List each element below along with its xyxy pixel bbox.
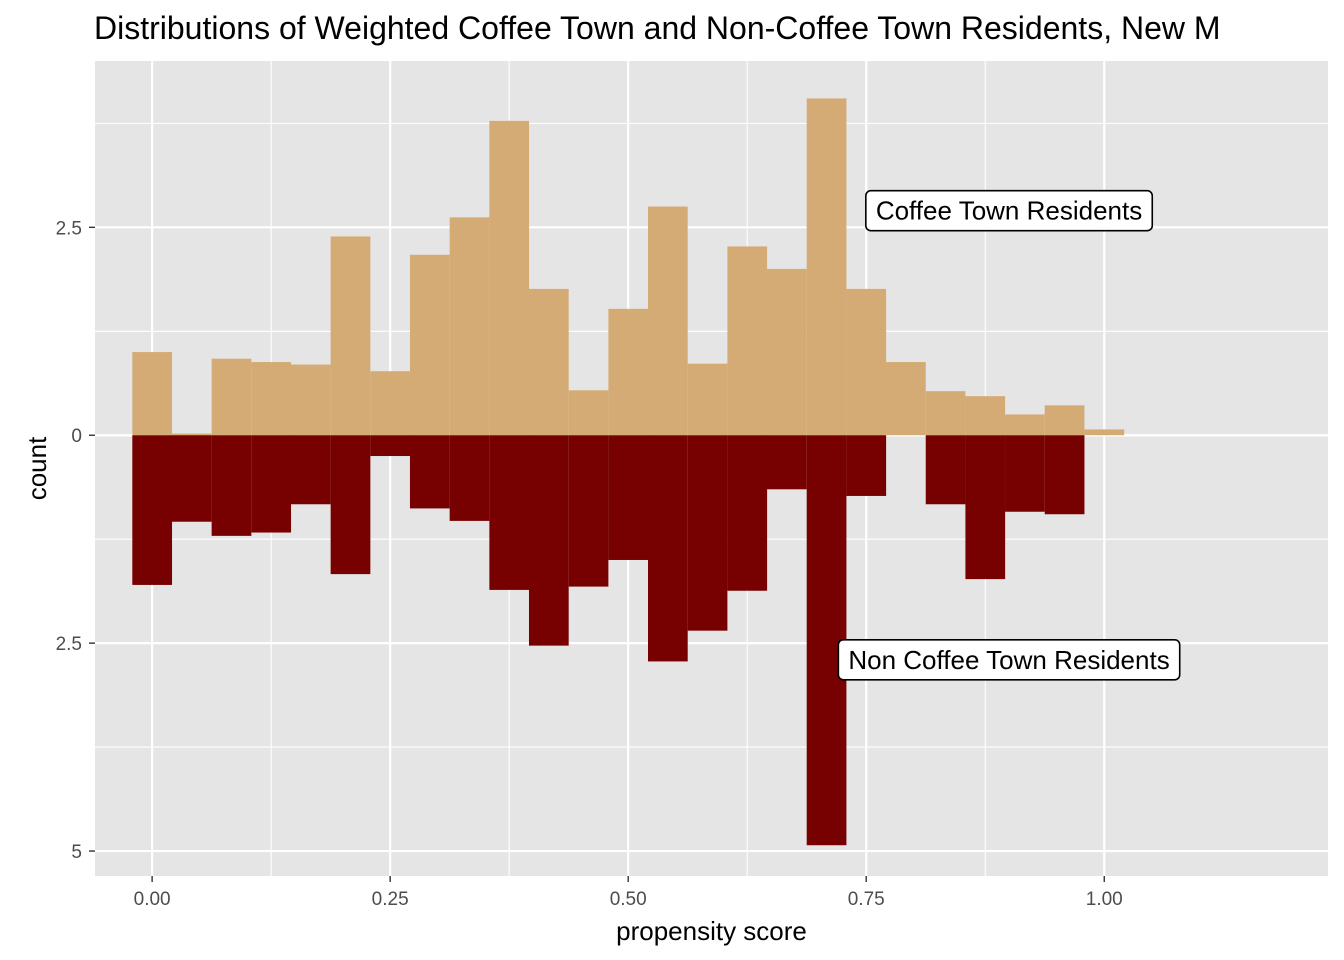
non-coffee-town-bar — [767, 435, 807, 490]
x-axis-title: propensity score — [616, 916, 807, 946]
non-coffee-town-bar — [727, 435, 768, 591]
coffee-town-bar — [370, 371, 411, 436]
x-tick-label: 0.50 — [610, 889, 647, 910]
chart-title: Distributions of Weighted Coffee Town an… — [94, 10, 1221, 46]
coffee-town-bar — [409, 254, 450, 436]
x-tick-label: 0.00 — [134, 889, 171, 910]
coffee-town-bar — [1084, 429, 1125, 436]
coffee-town-bar — [647, 206, 688, 436]
annotation-non-coffee-town: Non Coffee Town Residents — [837, 638, 1181, 681]
non-coffee-town-bar — [330, 435, 371, 575]
annotation-label: Coffee Town Residents — [876, 196, 1142, 226]
coffee-town-bar — [965, 396, 1006, 436]
non-coffee-town-bar — [251, 435, 292, 533]
y-tick-label: 2.5 — [56, 634, 82, 655]
coffee-town-bar — [925, 391, 966, 436]
non-coffee-town-bar — [846, 435, 887, 496]
coffee-town-bar — [1005, 414, 1045, 436]
non-coffee-town-bar — [211, 435, 252, 536]
annotation-coffee-town: Coffee Town Residents — [865, 189, 1154, 232]
x-axis: 0.00 0.25 0.50 0.75 1.00 — [134, 876, 1123, 910]
coffee-town-bar — [449, 217, 490, 436]
coffee-town-bar — [489, 120, 530, 436]
non-coffee-town-bar — [132, 435, 173, 585]
non-coffee-town-bar — [370, 435, 411, 457]
non-coffee-town-bar — [925, 435, 966, 505]
coffee-town-bar — [330, 236, 371, 436]
non-coffee-town-bar — [687, 435, 728, 631]
non-coffee-town-bar — [489, 435, 530, 590]
non-coffee-town-bar — [449, 435, 490, 521]
coffee-town-bar — [806, 98, 847, 436]
non-coffee-town-bar — [1005, 435, 1045, 512]
x-tick-label: 0.75 — [848, 889, 885, 910]
coffee-town-bar — [528, 288, 569, 436]
y-axis-title: count — [22, 436, 52, 500]
y-tick-label: 2.5 — [56, 218, 82, 239]
x-tick-label: 0.25 — [372, 889, 409, 910]
coffee-town-bar — [727, 246, 768, 436]
coffee-town-bar — [211, 358, 252, 436]
non-coffee-town-bar — [965, 435, 1006, 580]
coffee-town-bar — [608, 308, 649, 436]
annotations: Coffee Town Residents Non Coffee Town Res… — [837, 189, 1181, 681]
x-tick-label: 1.00 — [1086, 889, 1123, 910]
coffee-town-bar — [767, 268, 807, 436]
coffee-town-bar — [132, 352, 173, 436]
non-coffee-town-bar — [528, 435, 569, 646]
annotation-label: Non Coffee Town Residents — [848, 645, 1169, 675]
non-coffee-town-bar — [409, 435, 450, 509]
non-coffee-town-bar — [290, 435, 331, 505]
coffee-town-bar — [886, 362, 926, 436]
y-axis: 2.5 0 2.5 5 — [56, 218, 95, 863]
coffee-town-bar — [687, 363, 728, 436]
non-coffee-town-bar — [568, 435, 609, 587]
coffee-town-bar — [846, 288, 887, 436]
y-tick-label: 0 — [71, 426, 82, 447]
y-tick-label: 5 — [71, 842, 82, 863]
coffee-town-bar — [251, 362, 292, 436]
non-coffee-town-bar — [171, 435, 212, 522]
non-coffee-town-bar — [608, 435, 649, 560]
coffee-town-bar — [1044, 405, 1085, 436]
coffee-town-bar — [568, 390, 609, 436]
coffee-town-bar — [171, 433, 212, 436]
annotation-box — [865, 189, 1154, 232]
coffee-town-bar — [290, 364, 331, 436]
histogram-bars — [132, 98, 1125, 846]
non-coffee-town-bar — [647, 435, 688, 662]
non-coffee-town-bar — [1044, 435, 1085, 515]
annotation-box — [837, 638, 1181, 681]
